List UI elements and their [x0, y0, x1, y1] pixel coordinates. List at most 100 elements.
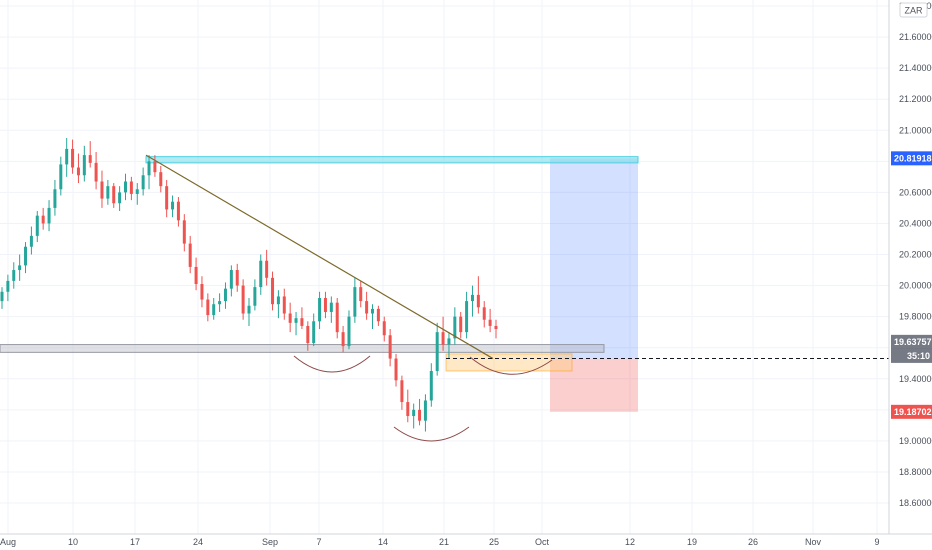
candle[interactable] — [476, 276, 480, 314]
y-tick-label: 19.40000 — [899, 374, 932, 384]
y-tick-label: 18.60000 — [899, 498, 932, 508]
trendline[interactable] — [145, 154, 494, 360]
candle[interactable] — [276, 290, 280, 319]
candle[interactable] — [106, 179, 110, 205]
candle[interactable] — [294, 311, 298, 336]
resistance-zone-rect[interactable] — [145, 156, 639, 164]
candle[interactable] — [124, 173, 127, 201]
candle[interactable] — [435, 322, 439, 376]
candle[interactable] — [24, 242, 28, 274]
candle[interactable] — [65, 138, 69, 177]
candle[interactable] — [365, 291, 369, 320]
candle[interactable] — [371, 304, 374, 330]
x-tick-label: 10 — [68, 537, 78, 547]
candle[interactable] — [194, 257, 198, 291]
candle[interactable] — [41, 207, 45, 230]
candle[interactable] — [329, 296, 333, 323]
candle[interactable] — [288, 302, 292, 333]
candle[interactable] — [141, 167, 145, 196]
retest-zone-rect[interactable] — [445, 353, 573, 372]
candle[interactable] — [406, 389, 410, 423]
candle[interactable] — [171, 195, 175, 218]
candle[interactable] — [147, 155, 151, 190]
candle[interactable] — [188, 235, 192, 274]
candle[interactable] — [218, 293, 222, 312]
candle[interactable] — [47, 200, 51, 232]
candle[interactable] — [76, 153, 80, 184]
candle[interactable] — [388, 329, 392, 367]
candle[interactable] — [453, 307, 457, 345]
candle[interactable] — [153, 155, 157, 177]
candle[interactable] — [400, 375, 404, 410]
candle[interactable] — [441, 316, 445, 351]
candle[interactable] — [341, 325, 345, 353]
candle[interactable] — [241, 279, 245, 320]
support-zone-rect[interactable] — [0, 344, 605, 353]
candle[interactable] — [118, 186, 122, 212]
candle[interactable] — [253, 279, 257, 311]
candle[interactable] — [353, 277, 357, 323]
candle[interactable] — [265, 249, 269, 286]
candle[interactable] — [53, 179, 57, 216]
candle[interactable] — [494, 319, 498, 339]
candle[interactable] — [159, 165, 163, 193]
y-tick-label: 21.20000 — [899, 94, 932, 104]
candle[interactable] — [29, 226, 33, 255]
candle[interactable] — [359, 280, 363, 308]
candle[interactable] — [300, 307, 304, 330]
candle[interactable] — [129, 176, 133, 201]
candle[interactable] — [271, 271, 275, 311]
left-shoulder-arc[interactable] — [293, 355, 371, 373]
candle[interactable] — [0, 287, 4, 309]
candle[interactable] — [282, 288, 286, 320]
candle[interactable] — [376, 305, 380, 326]
candle[interactable] — [312, 313, 316, 347]
candle[interactable] — [382, 316, 386, 342]
candle[interactable] — [59, 156, 63, 196]
candle[interactable] — [176, 197, 180, 227]
candle[interactable] — [165, 179, 169, 218]
candle[interactable] — [235, 263, 239, 292]
candle[interactable] — [94, 151, 98, 190]
candle[interactable] — [200, 276, 204, 308]
candle[interactable] — [482, 301, 486, 328]
candle[interactable] — [229, 265, 233, 297]
candle[interactable] — [71, 139, 75, 174]
candle[interactable] — [423, 394, 427, 432]
candle[interactable] — [212, 297, 216, 320]
candle[interactable] — [223, 282, 227, 309]
candle[interactable] — [206, 293, 210, 322]
candle[interactable] — [465, 291, 469, 339]
candle[interactable] — [418, 398, 422, 426]
candle[interactable] — [347, 310, 351, 350]
candle[interactable] — [429, 363, 433, 407]
long-position-stop-zone[interactable] — [550, 358, 638, 412]
candle[interactable] — [88, 141, 92, 168]
right-shoulder-arc[interactable] — [469, 356, 553, 375]
candle[interactable] — [447, 332, 451, 359]
candle[interactable] — [35, 211, 39, 243]
candle[interactable] — [323, 291, 327, 319]
candle[interactable] — [335, 297, 339, 339]
candle[interactable] — [182, 214, 186, 252]
long-position-profit-zone[interactable] — [550, 158, 638, 359]
candle[interactable] — [247, 297, 251, 326]
candle[interactable] — [82, 145, 86, 182]
candle[interactable] — [12, 262, 16, 289]
candle[interactable] — [100, 170, 104, 208]
candle[interactable] — [306, 321, 310, 351]
head-arc[interactable] — [393, 426, 470, 442]
candle[interactable] — [459, 311, 463, 339]
candle[interactable] — [394, 353, 398, 387]
candle[interactable] — [135, 183, 139, 205]
y-axis: 21.8000021.6000021.4000021.2000021.00000… — [888, 0, 932, 534]
candle[interactable] — [318, 291, 322, 330]
candle[interactable] — [259, 254, 263, 295]
candle[interactable] — [412, 403, 416, 429]
candle[interactable] — [470, 285, 474, 317]
candle[interactable] — [112, 183, 116, 208]
candle[interactable] — [488, 308, 492, 333]
candle[interactable] — [18, 254, 22, 281]
candle[interactable] — [6, 274, 10, 302]
